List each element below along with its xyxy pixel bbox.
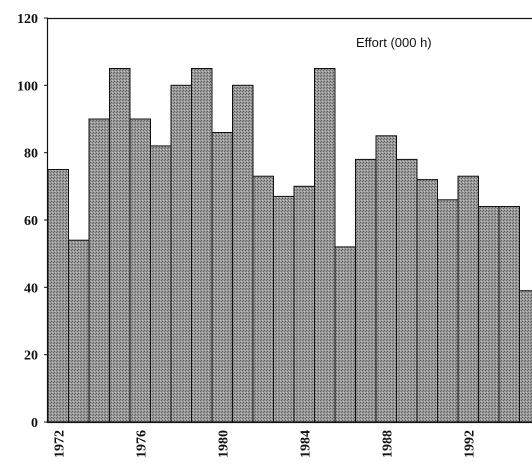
bar-1975 [109, 68, 131, 423]
bar-1989 [396, 158, 418, 423]
bar-1982 [252, 175, 274, 423]
bar-1995 [519, 290, 532, 423]
bar-1978 [170, 84, 192, 423]
x-tick-label-1988: 1988 [380, 430, 395, 458]
x-tick-label-1976: 1976 [134, 430, 149, 458]
bar-1987 [355, 158, 377, 423]
y-tick-label: 60 [24, 214, 38, 229]
x-tick-label-1984: 1984 [298, 430, 313, 458]
bar-1977 [150, 145, 172, 423]
y-tick-label: 100 [17, 79, 38, 94]
x-tick-label-1992: 1992 [462, 430, 477, 458]
x-tick-label-1972: 1972 [52, 430, 67, 458]
bar-1985 [314, 68, 336, 423]
y-tick-label: 80 [24, 147, 38, 162]
y-tick-label: 20 [24, 349, 38, 364]
y-tick-label: 120 [17, 12, 38, 27]
y-tick-label: 0 [31, 416, 38, 431]
x-axis: 1972 1976 1980 1984 1988 1992 [52, 430, 477, 458]
bar-1984 [293, 185, 315, 423]
y-axis: 0 20 40 60 80 100 120 [17, 12, 48, 431]
bar-1990 [416, 179, 438, 423]
bars-group [47, 68, 532, 423]
y-tick-label: 40 [24, 281, 38, 296]
chart-annotation: Effort (000 h) [356, 35, 432, 50]
bar-1981 [232, 84, 254, 423]
bar-1986 [334, 246, 356, 423]
bar-1972 [47, 169, 69, 423]
bar-1980 [211, 132, 233, 423]
bar-1979 [191, 68, 213, 423]
x-tick-label-1980: 1980 [216, 430, 231, 458]
bar-1988 [375, 135, 397, 423]
bar-1993 [478, 206, 500, 423]
bar-1976 [129, 118, 151, 423]
bar-1994 [498, 206, 520, 423]
bar-1983 [273, 195, 295, 423]
bar-1974 [88, 118, 110, 423]
bar-1992 [457, 175, 479, 423]
bar-1973 [68, 239, 90, 423]
bar-1991 [437, 199, 459, 423]
